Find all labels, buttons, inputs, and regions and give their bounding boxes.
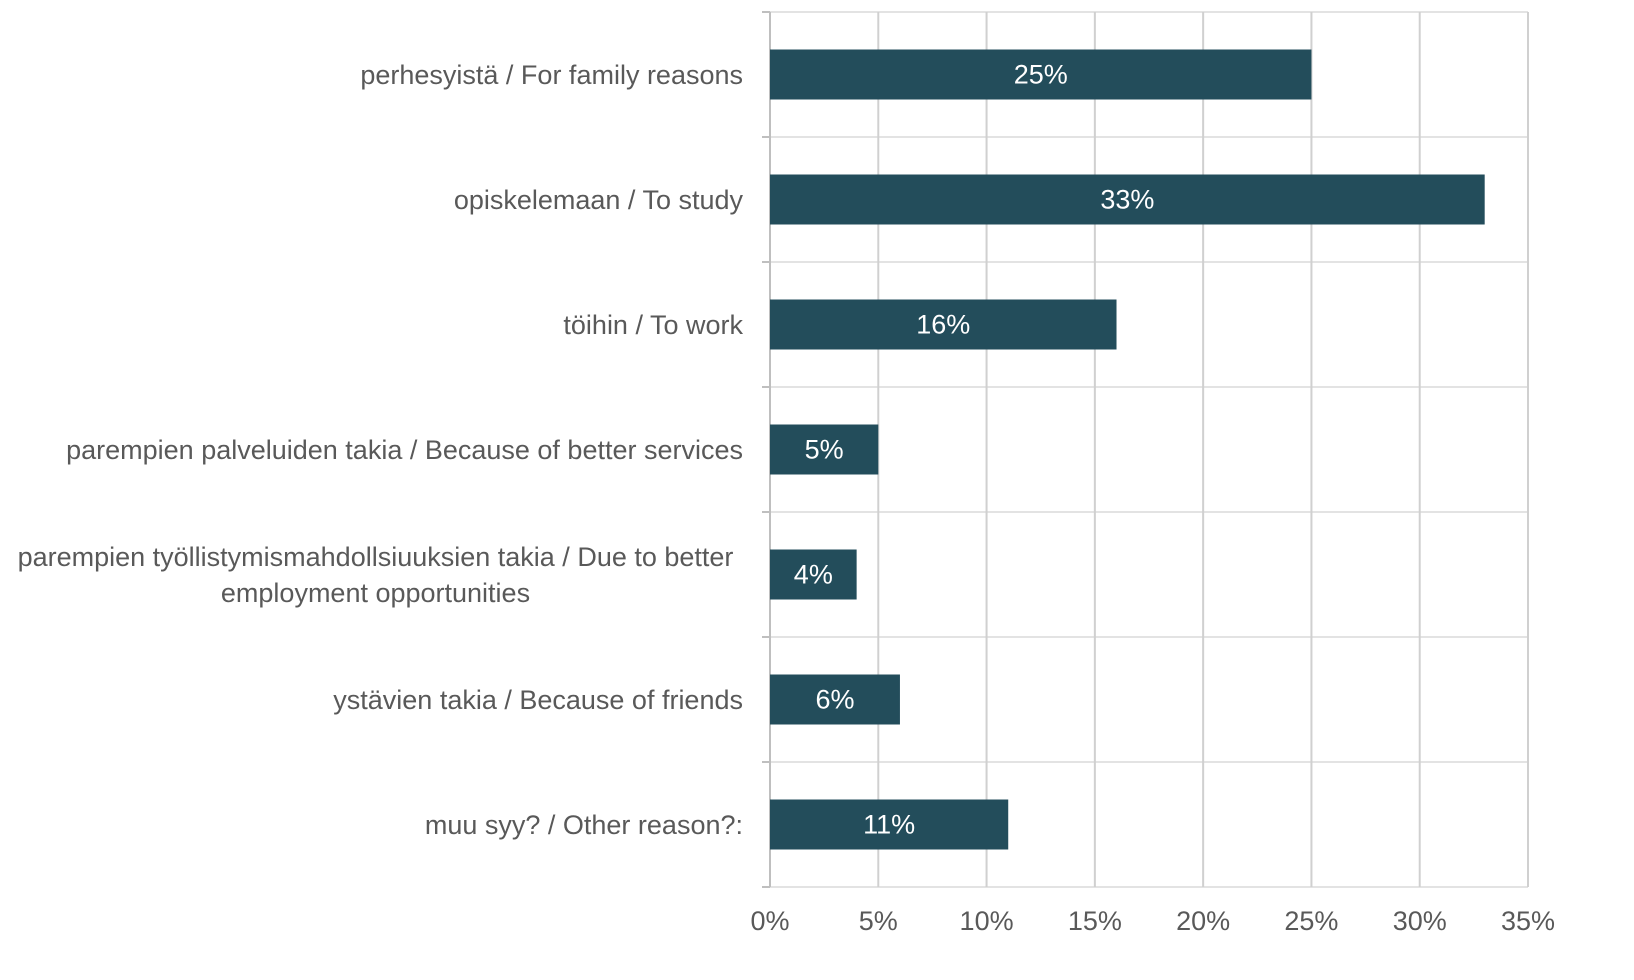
category-label: perhesyistä / For family reasons xyxy=(360,59,743,90)
bar xyxy=(770,674,900,725)
x-tick-label: 35% xyxy=(1501,906,1555,936)
bar xyxy=(770,424,879,475)
bar xyxy=(770,799,1009,850)
x-tick-label: 25% xyxy=(1284,906,1338,936)
category-label: parempien työllistymismahdollsiuuksien t… xyxy=(17,541,734,608)
category-label: parempien palveluiden takia / Because of… xyxy=(66,434,743,465)
data-label: 16% xyxy=(916,310,970,340)
bar xyxy=(770,549,857,600)
x-tick-label: 30% xyxy=(1393,906,1447,936)
x-tick-label: 5% xyxy=(859,906,898,936)
bar xyxy=(770,49,1312,100)
x-tick-label: 0% xyxy=(750,906,789,936)
data-label: 6% xyxy=(815,685,854,715)
category-label: muu syy? / Other reason?: xyxy=(424,809,743,840)
bar xyxy=(770,299,1117,350)
data-label: 5% xyxy=(805,435,844,465)
data-label: 11% xyxy=(863,810,915,840)
data-label: 25% xyxy=(1014,60,1068,90)
data-label: 33% xyxy=(1100,185,1154,215)
category-label: ystävien takia / Because of friends xyxy=(333,684,743,715)
x-tick-label: 10% xyxy=(960,906,1014,936)
category-label: töihin / To work xyxy=(563,309,743,340)
x-tick-label: 15% xyxy=(1068,906,1122,936)
bar xyxy=(770,174,1485,225)
category-label: opiskelemaan / To study xyxy=(453,184,743,215)
data-label: 4% xyxy=(794,560,833,590)
x-tick-label: 20% xyxy=(1176,906,1230,936)
